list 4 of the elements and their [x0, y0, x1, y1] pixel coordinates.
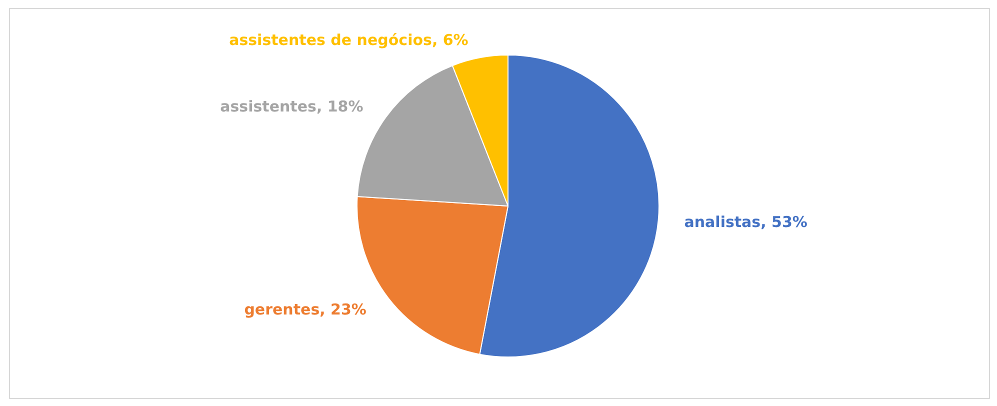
slice-label: analistas, 53% [684, 212, 808, 231]
slice-label: gerentes, 23% [244, 300, 366, 319]
slice-label: assistentes, 18% [220, 98, 364, 116]
slice-label: assistentes de negócios, 6% [229, 30, 468, 49]
